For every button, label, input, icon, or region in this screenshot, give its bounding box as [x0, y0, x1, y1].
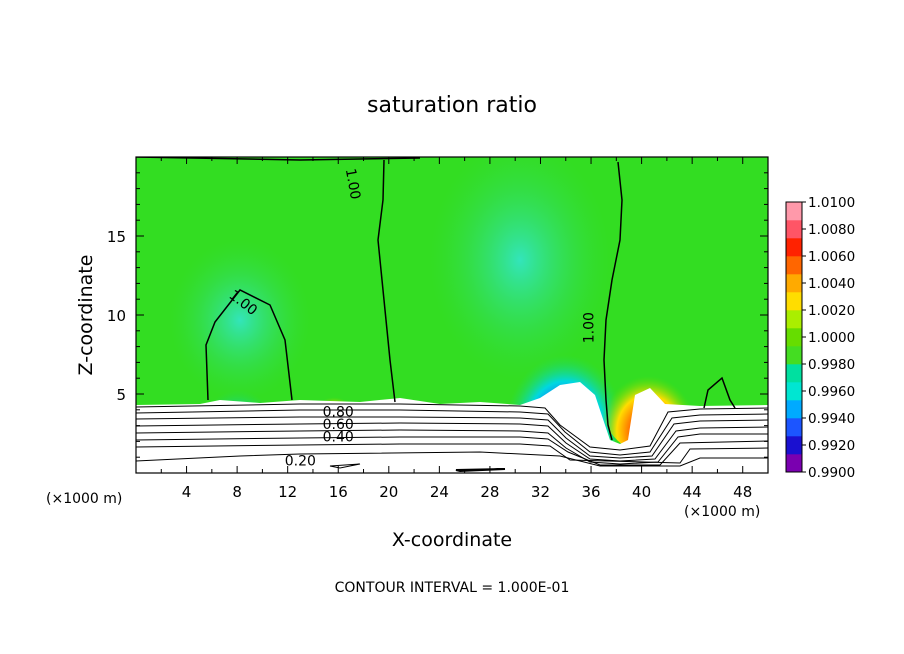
terrain-region: [136, 382, 768, 473]
colorbar-swatch: [786, 436, 802, 455]
colorbar-swatch: [786, 310, 802, 329]
contour-interval-note: CONTOUR INTERVAL = 1.000E-01: [335, 580, 570, 596]
y-tick-label: 10: [107, 307, 126, 325]
x-tick-label: 44: [683, 483, 702, 501]
x-tick-label: 20: [379, 483, 398, 501]
colorbar-label: 1.0040: [808, 276, 855, 292]
contour-label: 0.40: [323, 430, 354, 446]
colorbar-swatch: [786, 328, 802, 347]
y-axis-label: Z-coordinate: [75, 255, 97, 376]
colorbar-swatch: [786, 202, 802, 221]
plot-area: [136, 157, 768, 473]
colorbar-label: 0.9960: [808, 384, 855, 400]
y-tick-label: 15: [107, 228, 126, 246]
colorbar-label: 0.9920: [808, 438, 855, 454]
colorbar-swatch: [786, 454, 802, 473]
colorbar-swatch: [786, 382, 802, 401]
x-axis-label: X-coordinate: [392, 529, 512, 551]
x-unit-left: (×1000 m): [46, 491, 122, 507]
contour-label: 0.80: [323, 404, 354, 420]
colorbar-label: 0.9980: [808, 357, 855, 373]
colorbar-label: 1.0020: [808, 303, 855, 319]
contour-label: 0.20: [285, 453, 316, 469]
colorbar-swatch: [786, 292, 802, 311]
colorbar-swatch: [786, 400, 802, 419]
x-tick-label: 12: [278, 483, 297, 501]
x-tick-label: 36: [581, 483, 600, 501]
x-tick-label: 40: [632, 483, 651, 501]
contour-lines-100: [136, 157, 736, 441]
contour-label-group: 1.001.001.000.800.600.400.20: [226, 167, 598, 469]
colorbar: 1.0100 1.0080 1.0060 1.0040 1.0020 1.0000 0.99…: [785, 195, 855, 481]
colorbar-swatch: [786, 220, 802, 239]
field-light-region: [170, 240, 310, 400]
contour-label: 1.00: [582, 312, 598, 343]
x-tick-label: 8: [232, 483, 242, 501]
colorbar-label: 1.0080: [808, 222, 855, 238]
x-tick-label: 16: [329, 483, 348, 501]
contour-lines: [136, 403, 768, 473]
x-tick-label: 32: [531, 483, 550, 501]
x-unit-right: (×1000 m): [684, 504, 760, 520]
y-axis: 5 10 15: [107, 172, 768, 458]
colorbar-label: 0.9940: [808, 411, 855, 427]
colorbar-label: 1.0000: [808, 330, 855, 346]
y-tick-label: 5: [116, 386, 126, 404]
x-tick-label: 28: [480, 483, 499, 501]
colorbar-swatch: [786, 238, 802, 257]
x-axis: 4 8 12 16 20 24 28 32 36 40 44 48: [160, 157, 752, 501]
contour-label: 1.00: [342, 167, 363, 200]
colorbar-swatch: [786, 364, 802, 383]
colorbar-swatch: [786, 274, 802, 293]
colorbar-label: 1.0060: [808, 249, 855, 265]
chart-title: saturation ratio: [367, 93, 537, 118]
colorbar-swatch: [786, 256, 802, 275]
colorbar-label: 1.0100: [808, 195, 855, 211]
x-tick-label: 24: [430, 483, 449, 501]
x-tick-label: 48: [733, 483, 752, 501]
colorbar-swatch: [786, 346, 802, 365]
field-light-region: [430, 157, 610, 380]
colorbar-label: 0.9900: [808, 465, 855, 481]
contour-label: 0.60: [323, 417, 354, 433]
colorbar-swatch: [786, 418, 802, 437]
x-tick-label: 4: [182, 483, 192, 501]
